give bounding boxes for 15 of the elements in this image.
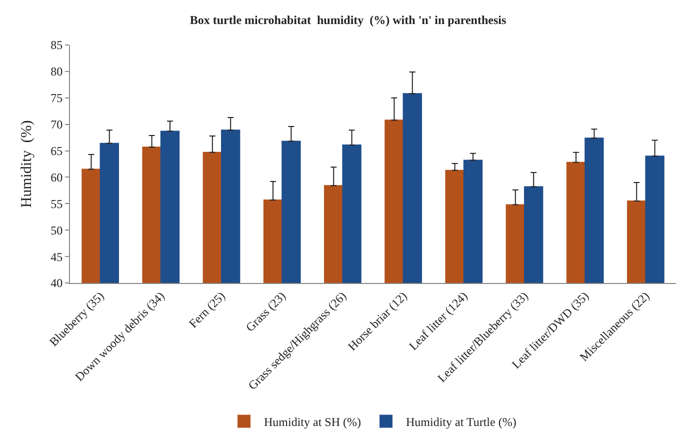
y-tick-label: 60: [50, 170, 63, 184]
y-tick-label: 45: [50, 250, 63, 264]
y-tick-label: 40: [50, 276, 63, 290]
y-tick-label: 70: [50, 118, 63, 132]
chart-title: Box turtle microhabitat humidity (%) with 'n' in parenthesis: [190, 13, 506, 28]
y-axis-title: Humidity (%): [18, 120, 35, 208]
x-tick-label: Fern (25): [186, 288, 228, 331]
y-tick-label: 75: [50, 91, 63, 106]
legend-label: Humidity at Turtle (%): [406, 414, 516, 429]
y-tick-label: 50: [50, 223, 63, 238]
y-tick-label: 65: [50, 144, 63, 158]
y-tick-label: 85: [50, 38, 63, 52]
y-tick-label: 55: [50, 196, 63, 211]
legend-label: Humidity at SH (%): [264, 414, 361, 429]
y-tick-label: 80: [50, 64, 63, 79]
